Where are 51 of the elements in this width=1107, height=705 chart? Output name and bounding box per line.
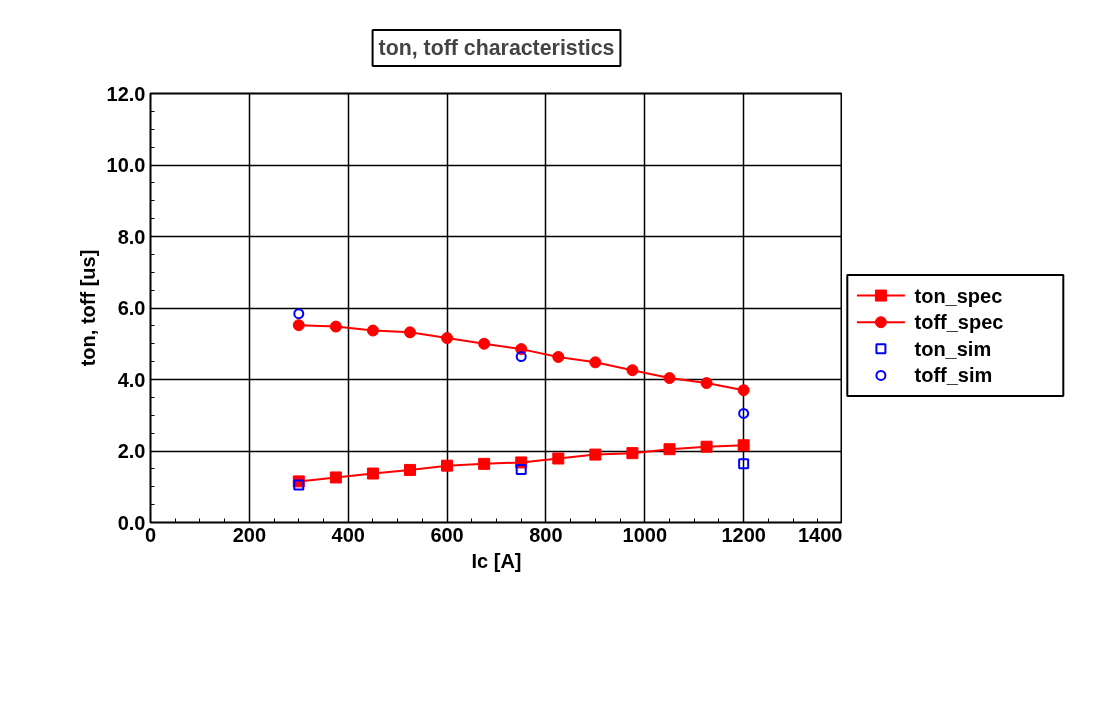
x-tick-label: 1000 (622, 523, 668, 546)
point (700, 377, 713, 390)
y-tick-label: 12.0 (106, 82, 146, 105)
point (552, 452, 565, 465)
point (478, 337, 491, 350)
point (737, 439, 750, 452)
y-tick-label: 10.0 (106, 154, 146, 176)
point (404, 463, 416, 476)
point (700, 440, 713, 453)
point (552, 350, 565, 363)
point (441, 459, 454, 472)
y-tick-label: 8.0 (117, 225, 146, 248)
point (738, 458, 750, 470)
x-tick-label: 600 (430, 523, 464, 546)
legend-label: ton_spec (914, 284, 1003, 307)
y-axis-title: ton, toff [us] (76, 249, 99, 367)
point (589, 448, 602, 461)
x-tick-label: 400 (331, 523, 365, 546)
point (329, 320, 342, 333)
point (626, 364, 639, 377)
y-tick-label: 6.0 (117, 297, 146, 319)
point (738, 407, 750, 419)
point (589, 356, 602, 369)
point (515, 351, 527, 363)
point (404, 326, 416, 339)
point (626, 447, 639, 460)
x-tick-label: 0 (144, 523, 157, 546)
legend-label: ton_sim (914, 337, 992, 360)
point (663, 443, 676, 456)
legend-label: toff_spec (914, 311, 1004, 334)
y-tick-label: 0.0 (117, 511, 146, 534)
y-tick-label: 4.0 (117, 368, 146, 391)
point (515, 464, 527, 476)
point (292, 319, 305, 332)
x-tick-label: 200 (232, 523, 267, 546)
legend-label: toff_sim (914, 364, 993, 387)
point (737, 384, 750, 397)
point (478, 457, 491, 470)
point (293, 308, 305, 320)
point (366, 467, 379, 480)
point (329, 471, 342, 484)
point (441, 332, 454, 345)
x-tick-label: 1400 (798, 523, 843, 546)
y-tick-label: 2.0 (117, 440, 146, 462)
point (366, 324, 379, 337)
point (663, 372, 676, 385)
x-axis-title: Ic [A] (471, 549, 522, 572)
x-tick-label: 1200 (721, 523, 766, 546)
x-tick-label: 800 (529, 523, 563, 546)
chart-title: ton, toff characteristics (378, 36, 615, 60)
point (293, 479, 305, 491)
